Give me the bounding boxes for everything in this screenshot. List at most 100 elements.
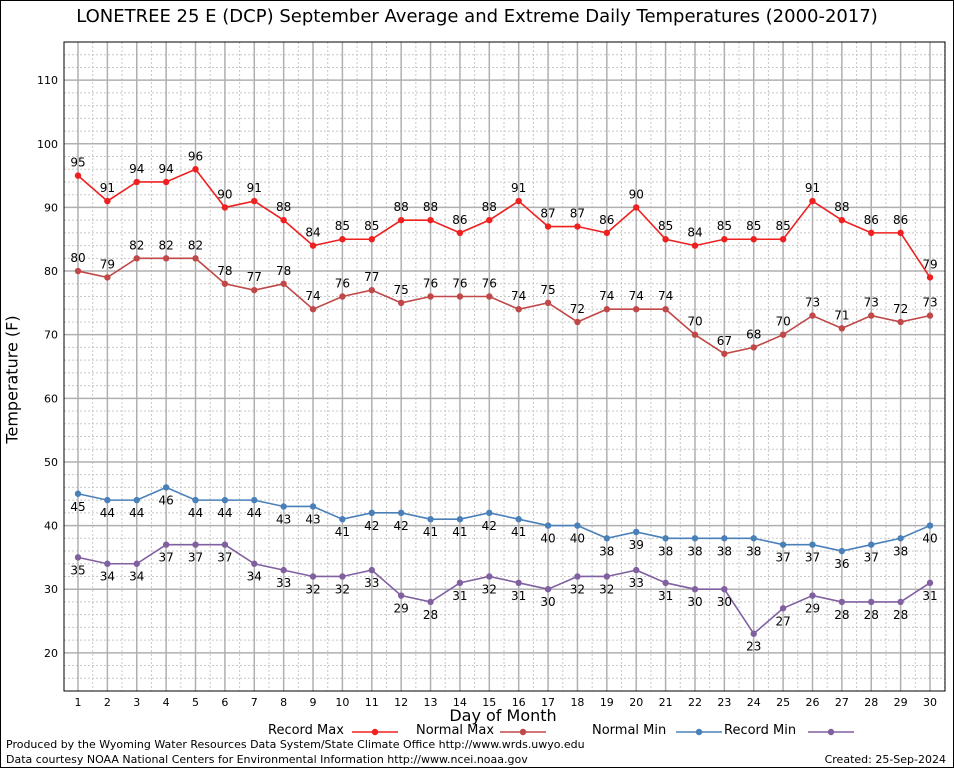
normal-min-data-label: 42 [394,519,409,533]
normal-max-data-label: 76 [423,277,438,291]
normal-min-data-label: 39 [629,538,644,552]
record-min-point [456,579,464,587]
normal-min-point [368,509,375,517]
x-tick-label: 13 [424,696,438,709]
record-max-point [456,229,464,237]
normal-max-point [133,255,140,262]
record-min-data-label: 31 [658,589,673,603]
record-max-data-label: 85 [364,219,379,233]
normal-max-data-label: 74 [629,289,644,303]
record-min-point [779,605,787,612]
normal-min-point [251,496,258,504]
x-tick-label: 9 [310,696,317,709]
record-min-data-label: 32 [570,582,585,596]
normal-min-point [486,509,493,517]
normal-min-point [926,522,934,529]
record-min-point [603,573,611,580]
x-tick-label: 28 [864,696,878,709]
normal-min-point [427,516,434,523]
record-min-point [750,630,757,637]
normal-min-point [280,503,287,510]
record-max-data-label: 88 [423,200,438,214]
chart-title: LONETREE 25 E (DCP) September Average an… [76,6,878,27]
record-min-point [427,598,434,606]
record-min-point [251,560,258,567]
normal-max-point [662,306,669,313]
record-min-point [574,573,581,580]
record-min-data-label: 33 [629,576,644,590]
legend-marker-record-max [371,728,379,736]
normal-max-data-label: 72 [893,302,908,316]
normal-max-point [221,280,229,287]
normal-max-data-label: 73 [922,296,937,310]
record-max-data-label: 88 [276,200,291,214]
record-min-point [74,554,82,561]
record-max-data-label: 91 [247,181,262,195]
record-min-point [721,585,728,593]
record-max-point [574,223,581,230]
record-max-point [192,166,199,173]
record-min-point [926,579,934,587]
x-tick-label: 8 [280,696,287,709]
record-max-data-label: 91 [100,181,115,195]
x-tick-label: 14 [453,696,467,709]
record-max-data-label: 90 [629,187,644,201]
normal-min-data-label: 44 [217,506,232,520]
record-min-point [633,566,640,574]
record-max-point [779,236,787,243]
y-tick-label: 20 [44,647,58,660]
normal-min-point [456,516,464,523]
normal-max-point [104,274,111,281]
record-max-point [721,236,728,243]
normal-min-point [721,535,728,542]
normal-max-point [456,293,464,300]
record-min-point [897,598,904,606]
normal-max-data-label: 75 [540,283,555,297]
record-min-point [691,585,699,593]
normal-max-data-label: 82 [129,238,144,252]
legend-label-normal-min: Normal Min [592,723,667,738]
normal-min-point [809,541,816,548]
y-tick-label: 70 [44,329,58,342]
record-max-data-label: 85 [717,219,732,233]
y-tick-label: 50 [44,456,58,469]
x-tick-label: 3 [133,696,140,709]
x-tick-label: 29 [894,696,908,709]
record-min-data-label: 29 [805,602,820,616]
normal-max-data-label: 73 [805,296,820,310]
normal-max-data-label: 77 [247,270,262,284]
normal-max-point [691,331,699,338]
x-tick-label: 23 [717,696,731,709]
x-tick-label: 7 [251,696,258,709]
record-min-point [486,573,493,580]
legend-label-normal-max: Normal Max [416,723,495,738]
record-max-data-label: 91 [805,181,820,195]
legend-label-record-max: Record Max [268,723,344,738]
normal-max-point [486,293,493,300]
x-tick-label: 11 [365,696,379,709]
record-max-data-label: 94 [158,162,173,176]
record-max-point [633,204,640,211]
normal-max-data-label: 71 [834,308,849,322]
normal-max-data-label: 74 [511,289,526,303]
normal-min-data-label: 42 [482,519,497,533]
record-max-data-label: 84 [305,226,320,240]
x-tick-label: 16 [512,696,526,709]
record-min-point [162,541,170,548]
normal-min-data-label: 37 [805,551,820,565]
record-min-point [104,560,111,567]
normal-max-point [339,293,346,300]
normal-min-point [868,541,875,548]
record-min-point [221,541,229,548]
y-tick-label: 40 [44,520,58,533]
legend-label-record-min: Record Min [724,723,797,738]
record-max-point [133,178,140,186]
y-tick-label: 30 [44,583,58,596]
record-min-data-label: 32 [335,582,350,596]
normal-max-data-label: 77 [364,270,379,284]
record-min-point [133,560,140,567]
normal-max-data-label: 82 [188,238,203,252]
normal-max-point [838,325,846,332]
record-max-point [809,197,816,205]
